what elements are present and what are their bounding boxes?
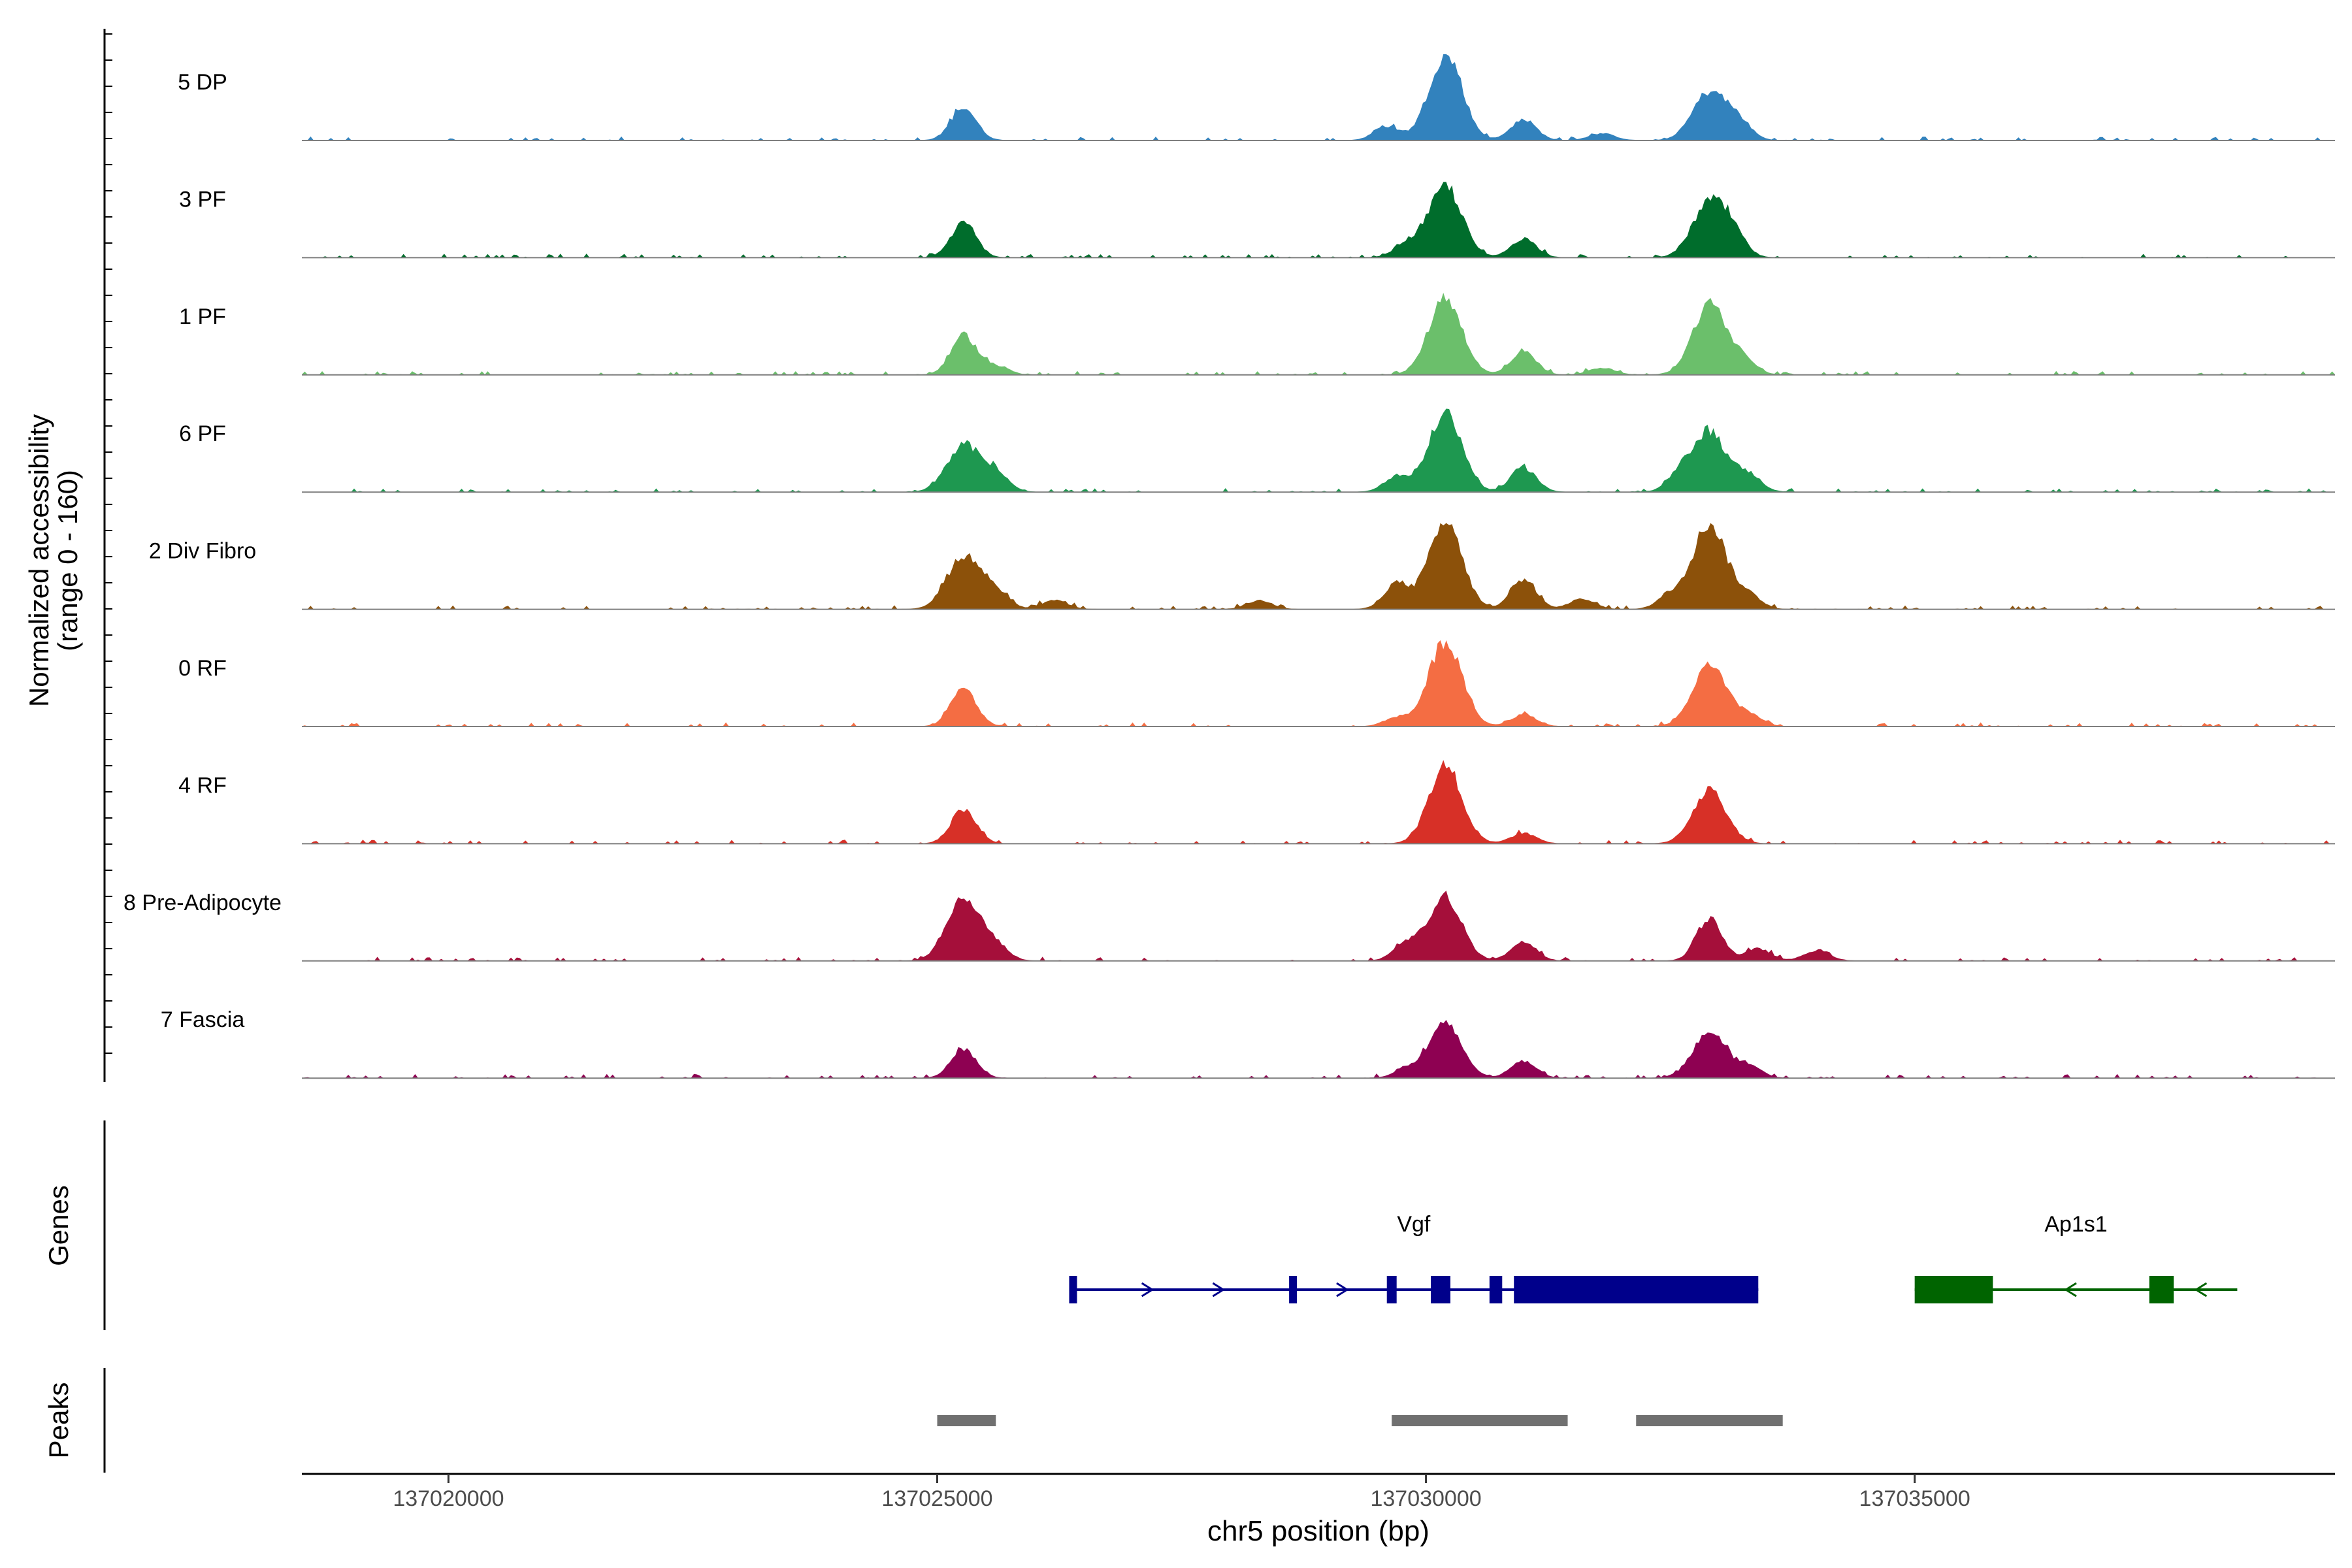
peaks-panel-label: Peaks (43, 1382, 74, 1459)
track-label: 8 Pre-Adipocyte (123, 890, 282, 915)
coverage-area-0-rf (302, 640, 2335, 727)
peak-region (1392, 1415, 1568, 1426)
track-label: 3 PF (179, 187, 226, 212)
exon (1514, 1276, 1759, 1303)
gene-ap1s1: Ap1s1 (1914, 1212, 2238, 1303)
coverage-area-6-pf (302, 408, 2335, 493)
track-7-fascia (302, 1020, 2335, 1079)
track-5-dp (302, 54, 2335, 141)
track-2-div-fibro (302, 523, 2335, 610)
gene-name-label: Vgf (1397, 1212, 1431, 1237)
track-4-rf (302, 760, 2335, 845)
x-axis-ticks: 137020000 137025000 137030000 137035000 (393, 1474, 1970, 1511)
strand-arrow (1212, 1282, 1226, 1298)
coverage-tracks (302, 54, 2335, 1079)
exon (1914, 1276, 1993, 1303)
strand-arrow (2064, 1282, 2077, 1298)
track-labels: 5 DP 3 PF 1 PF 6 PF 2 Div Fibro 0 RF 4 RF 8 Pre… (123, 70, 282, 1032)
track-label: 0 RF (178, 656, 227, 681)
peak-region (1636, 1415, 1783, 1426)
y-axis-range-label: (range 0 - 160) (52, 470, 83, 651)
exon (1289, 1276, 1298, 1303)
peak-region (937, 1415, 996, 1426)
exon (1069, 1276, 1077, 1303)
track-8-pre-adipocyte (302, 890, 2335, 962)
track-label: 4 RF (178, 773, 227, 798)
track-6-pf (302, 408, 2335, 493)
coverage-area-5-dp (302, 54, 2335, 140)
exon (1489, 1276, 1503, 1303)
coverage-y-axis-ticks (105, 33, 112, 1054)
gene-annotations: Vgf Ap1s1 (1069, 1212, 2238, 1303)
strand-arrow (2194, 1282, 2208, 1298)
track-label: 2 Div Fibro (149, 539, 256, 564)
coverage-area-3-pf (302, 182, 2335, 258)
x-tick-label: 137020000 (393, 1486, 504, 1511)
track-0-rf (302, 640, 2335, 727)
track-label: 7 Fascia (161, 1007, 245, 1032)
x-axis-label: chr5 position (bp) (1207, 1515, 1429, 1547)
exon (1386, 1276, 1397, 1303)
track-label: 1 PF (179, 304, 226, 329)
coverage-area-1-pf (302, 293, 2335, 375)
track-label: 6 PF (179, 421, 226, 446)
coverage-area-7-fascia (302, 1020, 2335, 1079)
coverage-area-2-div-fibro (302, 523, 2335, 610)
x-tick-label: 137025000 (881, 1486, 992, 1511)
y-axis-label: Normalized accessibility (24, 414, 54, 707)
track-3-pf (302, 182, 2335, 259)
track-label: 5 DP (178, 70, 227, 95)
genes-panel-label: Genes (43, 1185, 74, 1266)
coverage-area-8-pre-adipocyte (302, 890, 2335, 961)
x-tick-label: 137030000 (1370, 1486, 1481, 1511)
gene-vgf: Vgf (1069, 1212, 1759, 1303)
exon (2149, 1276, 2174, 1303)
gene-name-label: Ap1s1 (2044, 1212, 2107, 1237)
strand-arrow (1336, 1282, 1349, 1298)
peak-regions (937, 1415, 1783, 1426)
track-1-pf (302, 293, 2335, 376)
exon (1431, 1276, 1450, 1303)
coverage-area-4-rf (302, 760, 2335, 844)
strand-arrow (1141, 1282, 1154, 1298)
x-tick-label: 137035000 (1859, 1486, 1970, 1511)
